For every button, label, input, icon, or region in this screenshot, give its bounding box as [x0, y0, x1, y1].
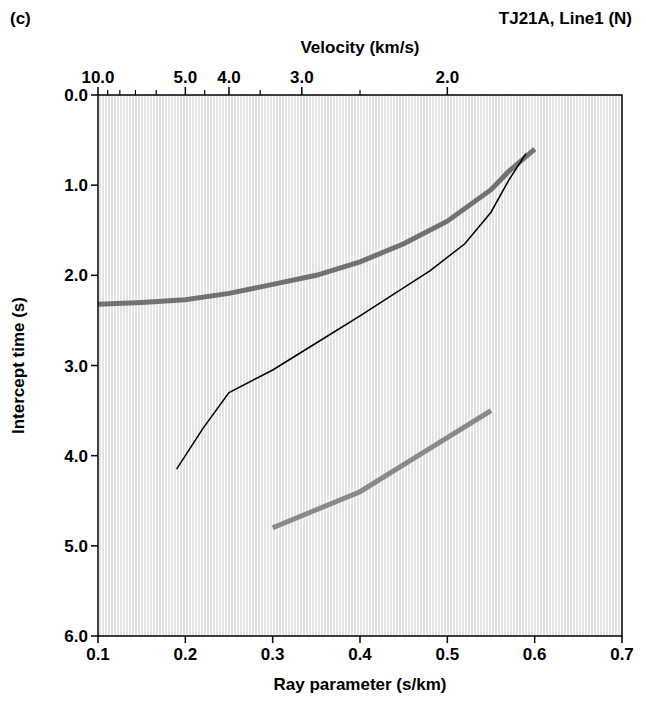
x2-minor-tick: [156, 90, 157, 95]
x-tick: [359, 636, 361, 643]
x-tick-label: 0.1: [86, 645, 110, 664]
x2-minor-tick: [204, 90, 205, 95]
chart: (c) TJ21A, Line1 (N) 0.1 0.2 0.3 0.4 0.5 0.6 0.7…: [0, 0, 646, 715]
y-tick: [91, 94, 98, 96]
event: [273, 411, 491, 528]
x2-tick: [97, 87, 99, 95]
y-tick: [91, 635, 98, 637]
y-tick: [91, 275, 98, 277]
x2-minor-tick: [119, 90, 120, 95]
x2-tick: [185, 87, 187, 95]
x-tick: [185, 636, 187, 643]
y-tick-label: 2.0: [64, 266, 88, 285]
y-tick-label: 0.0: [64, 86, 88, 105]
x-tick: [272, 636, 274, 643]
x2-tick-label: 2.0: [436, 68, 460, 87]
x2-minor-tick: [260, 90, 261, 95]
title: TJ21A, Line1 (N): [499, 9, 632, 28]
x2-tick: [447, 87, 449, 95]
x2-tick: [301, 87, 303, 95]
y-axis-title: Intercept time (s): [9, 297, 28, 434]
x2-tick-label: 4.0: [217, 68, 241, 87]
panel-letter: (c): [10, 9, 31, 28]
x2-tick-label: 5.0: [174, 68, 198, 87]
y-tick: [91, 455, 98, 457]
series-group: [98, 149, 535, 528]
x2-axis-title: Velocity (km/s): [300, 38, 419, 57]
x-tick: [97, 636, 99, 643]
x2-tick-label: 3.0: [290, 68, 314, 87]
y-tick-label: 1.0: [64, 176, 88, 195]
y-tick-label: 6.0: [64, 627, 88, 646]
x2-tick-label: 10.0: [81, 68, 114, 87]
x-tick: [447, 636, 449, 643]
plot-background: [98, 95, 622, 636]
x-tick: [621, 636, 623, 643]
picked-line: [177, 154, 526, 470]
y-tick-label: 3.0: [64, 357, 88, 376]
x-tick-label: 0.3: [261, 645, 285, 664]
x2-minor-tick: [135, 90, 136, 95]
x-tick-label: 0.4: [348, 645, 372, 664]
y-tick: [91, 365, 98, 367]
x2-minor-tick: [107, 90, 108, 95]
x-tick-label: 0.7: [610, 645, 634, 664]
y-tick-label: 4.0: [64, 447, 88, 466]
x2-minor-tick: [359, 90, 360, 95]
frame: [98, 95, 622, 636]
y-tick: [91, 184, 98, 186]
x-tick-label: 0.2: [174, 645, 198, 664]
x2-tick: [228, 87, 230, 95]
y-tick: [91, 545, 98, 547]
x-tick: [534, 636, 536, 643]
y-tick-label: 5.0: [64, 537, 88, 556]
x-tick-label: 0.6: [523, 645, 547, 664]
event: [98, 149, 535, 304]
x-axis-title: Ray parameter (s/km): [274, 675, 447, 694]
x-tick-label: 0.5: [436, 645, 460, 664]
